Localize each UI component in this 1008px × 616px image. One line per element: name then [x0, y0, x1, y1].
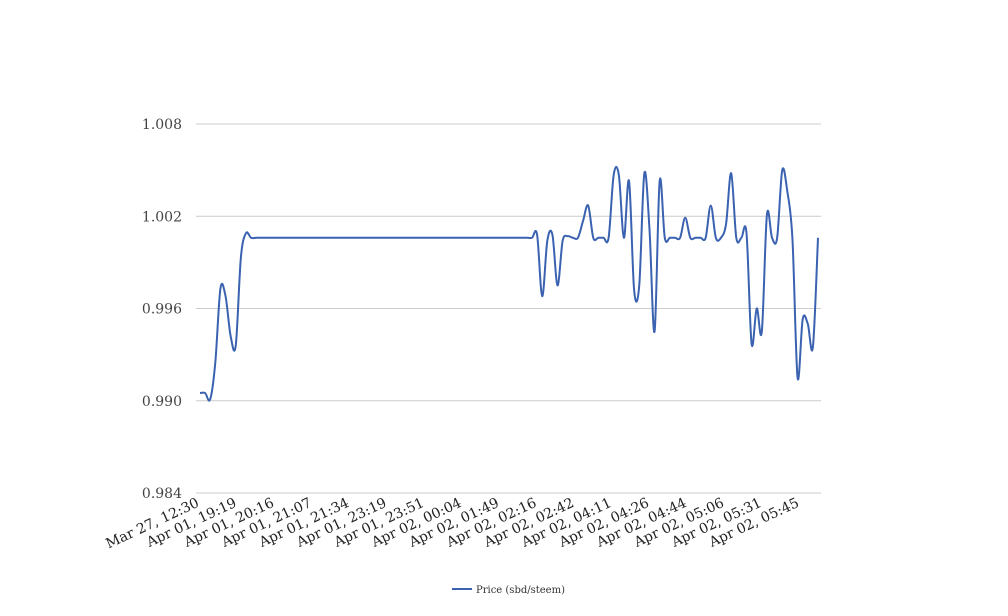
y-tick-label: 0.984 [142, 486, 182, 502]
y-tick-label: 0.996 [142, 302, 182, 318]
y-tick-label: 1.002 [142, 209, 182, 225]
series-layer [199, 165, 819, 402]
gridlines [196, 123, 821, 494]
y-tick-label: 1.008 [142, 117, 182, 133]
y-tick-label: 0.990 [142, 394, 182, 410]
legend: Price (sbd/steem) [452, 585, 565, 596]
legend-label: Price (sbd/steem) [476, 585, 565, 596]
series-line [199, 165, 819, 402]
y-axis-ticks: 0.984 0.990 0.996 1.002 1.008 [142, 117, 182, 502]
